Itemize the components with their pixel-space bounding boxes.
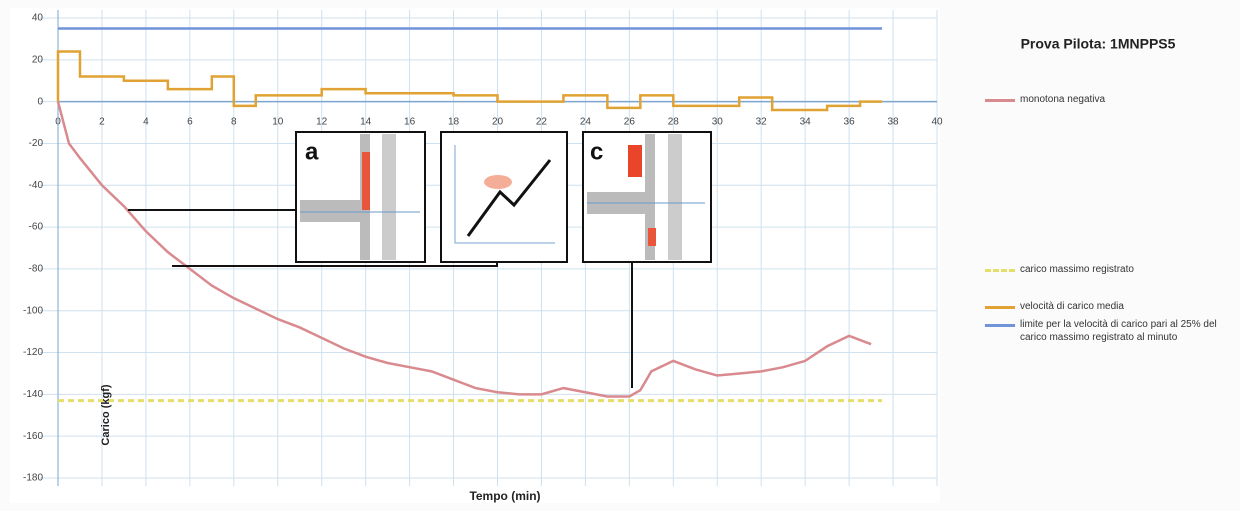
annotation: c	[590, 138, 603, 165]
chart: -180-160-140-120-100-80-60-40-2002040024…	[0, 0, 1240, 511]
legend-swatch	[985, 324, 1015, 327]
page: -180-160-140-120-100-80-60-40-2002040024…	[0, 0, 1240, 511]
x-tick-label: 20	[492, 116, 504, 127]
y-tick-label: -180	[23, 473, 43, 484]
x-tick-label: 2	[99, 116, 105, 127]
y-tick-label: -60	[29, 222, 44, 233]
legend-swatch	[985, 269, 1015, 272]
x-tick-label: 24	[580, 116, 592, 127]
y-tick-label: -140	[23, 389, 43, 400]
inset-shape	[484, 175, 512, 189]
y-tick-label: 40	[32, 13, 44, 24]
x-tick-label: 8	[231, 116, 237, 127]
y-tick-label: -80	[29, 264, 44, 275]
y-tick-label: 0	[37, 96, 43, 107]
x-tick-label: 12	[316, 116, 328, 127]
legend-label: carico massimo registrato	[1020, 263, 1220, 276]
inset-shape	[382, 134, 396, 260]
x-axis-label: Tempo (min)	[469, 489, 540, 503]
y-tick-label: -40	[29, 180, 44, 191]
legend-swatch	[985, 306, 1015, 309]
y-tick-label: -100	[23, 305, 43, 316]
x-tick-label: 32	[756, 116, 768, 127]
x-tick-label: 4	[143, 116, 149, 127]
x-tick-label: 18	[448, 116, 460, 127]
y-tick-label: -160	[23, 431, 43, 442]
x-tick-label: 16	[404, 116, 416, 127]
annotation: a	[305, 138, 319, 165]
inset-shape	[628, 145, 642, 177]
inset-shape	[300, 200, 360, 222]
x-tick-label: 40	[931, 116, 943, 127]
x-tick-label: 6	[187, 116, 193, 127]
x-tick-label: 38	[887, 116, 899, 127]
x-tick-label: 34	[800, 116, 812, 127]
x-tick-label: 36	[844, 116, 856, 127]
legend-label: monotona negativa	[1020, 93, 1220, 106]
x-tick-label: 14	[360, 116, 372, 127]
inset-shape	[668, 134, 682, 260]
chart-title: Prova Pilota: 1MNPPS5	[1021, 36, 1176, 52]
inset-shape	[648, 228, 656, 246]
x-tick-label: 26	[624, 116, 636, 127]
legend-label: velocità di carico media	[1020, 300, 1220, 313]
y-tick-label: -20	[29, 138, 44, 149]
legend-label: limite per la velocità di carico pari al…	[1020, 318, 1220, 344]
x-tick-label: 22	[536, 116, 548, 127]
y-tick-label: -120	[23, 347, 43, 358]
x-tick-label: 28	[668, 116, 680, 127]
x-tick-label: 10	[272, 116, 284, 127]
legend-swatch	[985, 99, 1015, 102]
y-axis-label: Carico (kgf)	[100, 384, 112, 445]
inset-shape	[362, 152, 370, 210]
x-tick-label: 30	[712, 116, 724, 127]
y-tick-label: 20	[32, 54, 44, 65]
